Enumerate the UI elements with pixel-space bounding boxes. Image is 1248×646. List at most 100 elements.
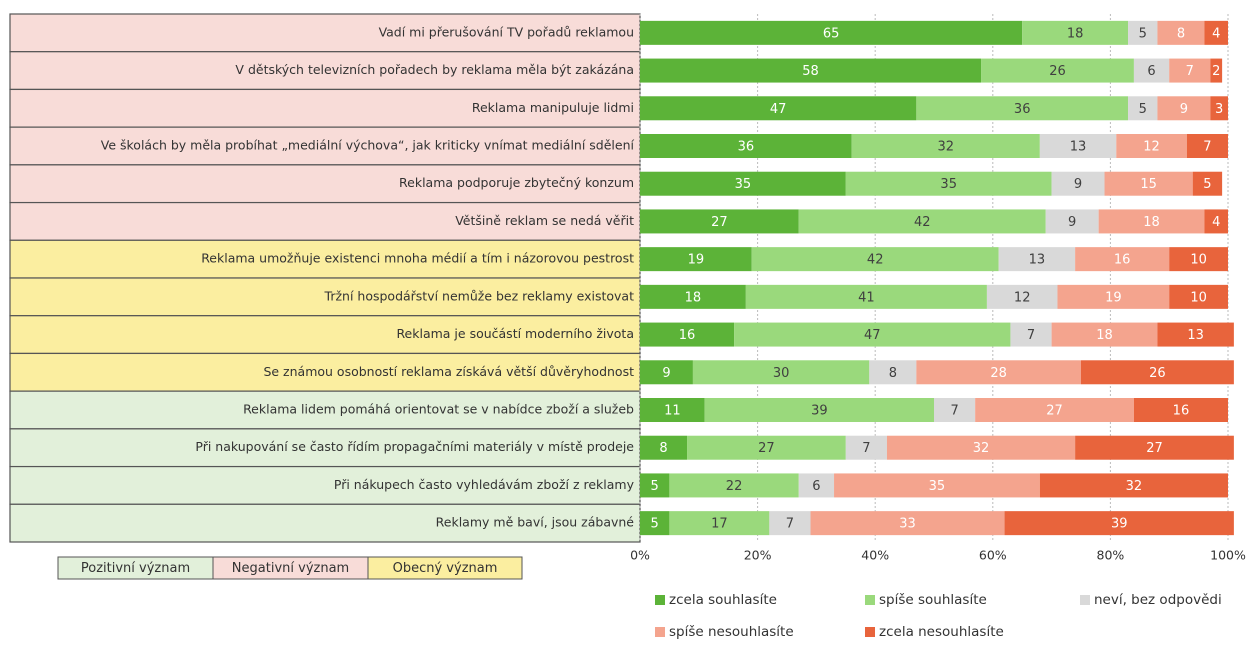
bar-segment: [640, 360, 693, 385]
x-tick-label: 80%: [1097, 548, 1125, 563]
bar-segment: [1128, 96, 1158, 121]
bar-segment: [1081, 360, 1234, 385]
bar-segment: [1098, 209, 1205, 234]
bar-segment: [1075, 435, 1234, 460]
bar-segment: [669, 473, 799, 498]
legend-label: spíše nesouhlasíte: [669, 624, 794, 640]
value-label: 42: [914, 215, 931, 230]
bar-segment: [704, 398, 934, 422]
value-label: 16: [1114, 253, 1131, 268]
value-label: 12: [1143, 140, 1160, 155]
value-label: 5: [651, 479, 659, 494]
value-label: 58: [802, 64, 819, 79]
value-label: 18: [1067, 26, 1084, 41]
value-label: 5: [1139, 26, 1147, 41]
value-label: 7: [1203, 140, 1211, 155]
bar-segment: [798, 473, 835, 498]
value-label: 7: [862, 441, 870, 456]
bar-segment: [669, 511, 770, 536]
legend-swatch: [865, 627, 875, 637]
category-label: V dětských televizních pořadech by rekla…: [235, 62, 634, 77]
category-label: Reklama manipuluje lidmi: [472, 100, 634, 115]
legend-swatch: [1080, 595, 1090, 605]
value-label: 5: [651, 517, 659, 532]
bar-segment: [640, 398, 705, 422]
bar-segment: [1169, 247, 1228, 272]
bar-segment: [916, 96, 1129, 121]
value-label: 47: [770, 102, 787, 117]
category-label: Reklama lidem pomáhá orientovat se v nab…: [243, 402, 634, 417]
bar-segment: [687, 435, 846, 460]
value-label: 39: [811, 404, 828, 419]
bar-segment: [916, 360, 1081, 385]
value-label: 2: [1212, 64, 1220, 79]
bar-segment: [769, 511, 811, 536]
bar-segment: [1204, 20, 1228, 45]
value-label: 11: [664, 404, 681, 419]
value-label: 19: [688, 253, 705, 268]
value-label: 10: [1190, 290, 1207, 305]
bar-segment: [1210, 96, 1228, 121]
bar-segment: [1045, 209, 1099, 234]
value-label: 8: [659, 441, 667, 456]
category-box: [9, 88, 641, 128]
value-label: 18: [685, 290, 702, 305]
bar-segment: [734, 322, 1011, 347]
value-label: 13: [1187, 328, 1204, 343]
bar-segment: [640, 209, 799, 234]
value-label: 7: [786, 517, 794, 532]
category-label: Reklama je součástí moderního života: [396, 326, 634, 341]
value-label: 9: [1180, 102, 1188, 117]
value-label: 8: [1177, 26, 1185, 41]
bar-segment: [640, 171, 846, 196]
bar-segment: [640, 322, 735, 347]
bar-segment: [1051, 171, 1105, 196]
bar-segment: [869, 360, 917, 385]
bar-segment: [1010, 322, 1052, 347]
bar-segment: [998, 247, 1076, 272]
category-label: Při nakupování se často řídím propagační…: [195, 439, 634, 454]
bar-segment: [1192, 171, 1223, 196]
value-label: 35: [929, 479, 946, 494]
value-label: 32: [937, 140, 954, 155]
value-label: 27: [711, 215, 728, 230]
category-label: Při nákupech často vyhledávám zboží z re…: [334, 477, 635, 492]
value-label: 13: [1070, 140, 1087, 155]
bar-segment: [640, 511, 670, 536]
category-label: Se známou osobností reklama získává větš…: [263, 364, 634, 379]
category-label: Většině reklam se nedá věřit: [455, 213, 634, 228]
bar-segment: [1186, 134, 1228, 158]
bar-segment: [640, 96, 917, 121]
bar-segment: [1204, 209, 1228, 234]
bar-segment: [1128, 20, 1158, 45]
bar-segment: [810, 511, 1005, 536]
value-label: 32: [973, 441, 990, 456]
value-label: 18: [1096, 328, 1113, 343]
x-tick-label: 0%: [630, 548, 650, 563]
value-label: 10: [1190, 253, 1207, 268]
bar-segment: [851, 134, 1040, 158]
bar-segment: [640, 284, 746, 309]
bar-segment: [692, 360, 870, 385]
x-tick-label: 60%: [979, 548, 1007, 563]
value-label: 35: [940, 177, 957, 192]
value-label: 7: [1186, 64, 1194, 79]
legend-label: spíše souhlasíte: [879, 592, 987, 608]
group-legend-box: [367, 556, 523, 580]
legend-swatch: [865, 595, 875, 605]
category-label: Reklama umožňuje existenci mnoha médií a…: [201, 251, 634, 266]
value-label: 17: [711, 517, 728, 532]
x-tick-label: 40%: [861, 548, 889, 563]
value-label: 8: [889, 366, 897, 381]
value-label: 22: [726, 479, 743, 494]
value-label: 5: [1203, 177, 1211, 192]
value-label: 6: [812, 479, 820, 494]
bar-segment: [640, 20, 1023, 45]
value-label: 9: [1074, 177, 1082, 192]
value-label: 7: [1027, 328, 1035, 343]
bar-segment: [1004, 511, 1234, 536]
bar-segment: [834, 473, 1040, 498]
value-label: 4: [1212, 215, 1220, 230]
bar-segment: [1210, 58, 1223, 83]
value-label: 5: [1139, 102, 1147, 117]
